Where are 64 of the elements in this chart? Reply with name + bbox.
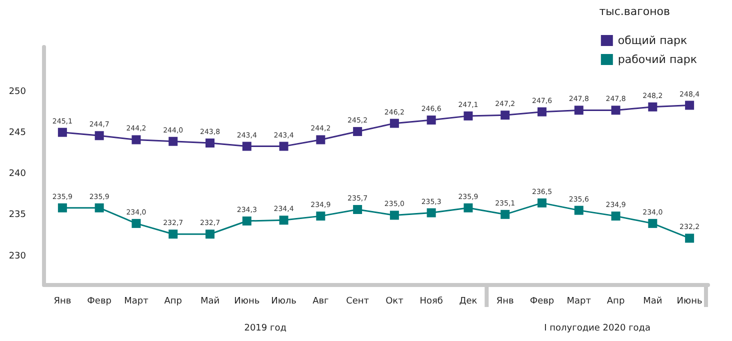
x-tick-label: Март: [124, 296, 148, 306]
x-tick-label: Март: [566, 296, 592, 306]
x-tick-label: Июнь: [234, 296, 260, 306]
point: [94, 203, 104, 212]
x-tick-label: Июнь: [676, 296, 702, 306]
point: [279, 216, 288, 225]
y-tick-label: 250: [8, 87, 26, 98]
x-tick-label: Дек: [459, 296, 478, 306]
x-tick-label: Окт: [386, 296, 404, 306]
point: [353, 204, 362, 214]
y-tick-label: 245: [8, 128, 26, 138]
point: [648, 218, 658, 228]
point: [168, 230, 178, 239]
point: [58, 128, 67, 137]
legend-label: рабочий парк: [618, 53, 698, 66]
y-tick-label: 240: [8, 169, 26, 180]
point: [574, 206, 584, 215]
point: [685, 100, 694, 110]
point: [132, 135, 141, 144]
point: [206, 230, 214, 239]
point: [316, 212, 326, 221]
point: [168, 136, 178, 146]
x-tick-label: Нояб: [420, 296, 444, 306]
point: [390, 210, 399, 220]
text: I полугодие 2020 года: [544, 324, 651, 334]
point: [685, 234, 694, 243]
point: [390, 118, 399, 128]
legend-title: тыс.вагонов: [599, 5, 670, 18]
point: [538, 107, 546, 116]
point: [464, 111, 473, 120]
x-tick-label: Янв: [54, 296, 72, 306]
x-tick-label: Июль: [271, 296, 296, 306]
x-tick-label: Янв: [496, 296, 514, 306]
x-tick-label: Апр: [164, 296, 182, 306]
x-tick-label: Февр: [530, 296, 554, 306]
x-tick-label: Февр: [87, 296, 112, 306]
point: [58, 203, 67, 212]
x-tick-label: Авг: [312, 296, 330, 306]
point: [538, 198, 546, 208]
point: [279, 142, 288, 151]
point: [316, 135, 326, 144]
point: [574, 106, 584, 115]
y-tick-label: 230: [8, 251, 26, 262]
y-tick-label: 235: [8, 210, 26, 220]
point: [94, 131, 104, 140]
point: [132, 218, 141, 228]
point: [464, 203, 473, 212]
x-tick-label: Сент: [346, 296, 370, 306]
point: [206, 138, 214, 148]
point: [611, 212, 620, 221]
x-tick-label: Апр: [606, 296, 625, 306]
legend-label: общий парк: [618, 34, 688, 47]
point: [242, 142, 252, 151]
x-tick-label: Май: [200, 296, 220, 306]
x-tick-label: Май: [643, 296, 662, 306]
point: [242, 216, 252, 226]
text: 2019 год: [244, 324, 286, 334]
point: [426, 116, 436, 125]
point: [500, 210, 510, 219]
point: [611, 106, 620, 115]
point: [648, 102, 658, 112]
point: [500, 110, 510, 120]
point: [353, 127, 362, 136]
point: [426, 208, 436, 218]
